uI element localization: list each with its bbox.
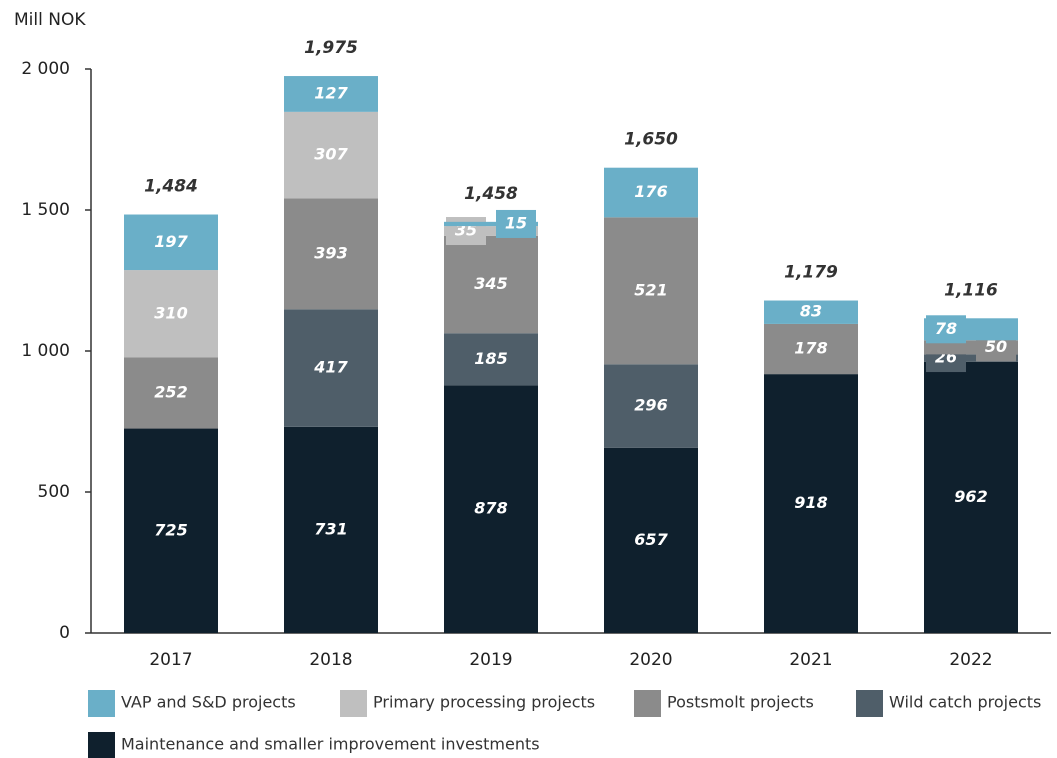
data-label: 657 [634,530,668,549]
bar-segment [284,309,378,427]
y-tick-label: 1 000 [21,341,70,361]
bar-segment [604,217,698,365]
total-label: 1,650 [624,130,678,150]
x-tick-label: 2022 [949,650,992,670]
bar-segment [124,214,218,271]
data-label: 725 [154,520,187,539]
data-label: 878 [474,499,507,518]
data-label: 185 [474,349,507,368]
label-box [926,315,966,344]
legend-swatch [340,690,367,717]
legend-swatch [88,690,115,717]
x-tick-label: 2017 [149,650,192,670]
bar-segment [284,76,378,112]
legend-label: Maintenance and smaller improvement inve… [121,735,540,754]
bar-segment [124,357,218,429]
bar-segment [924,361,1018,633]
bar-segment [444,226,538,236]
data-label: 307 [314,145,348,164]
legend-swatch [856,690,883,717]
bar-segment [444,221,538,227]
data-label: 393 [314,243,347,262]
x-tick-label: 2019 [469,650,512,670]
legend-label: Primary processing projects [373,693,595,712]
total-label: 1,179 [784,263,838,283]
y-axis-label: Mill NOK [14,10,86,30]
data-label: 296 [634,395,667,414]
data-label: 83 [800,302,822,321]
total-label: 1,116 [944,280,998,300]
bar-segment [284,111,378,199]
total-label: 1,484 [144,177,198,197]
y-tick-label: 1 500 [21,200,70,220]
bar-segment [604,167,698,218]
data-label: 78 [935,319,957,338]
data-label: 417 [313,358,348,377]
bar-segment [604,447,698,633]
y-tick-label: 2 000 [21,59,70,79]
data-label: 197 [154,232,188,251]
data-label: 962 [954,487,987,506]
data-label: 178 [794,339,827,358]
bar-segment [124,270,218,358]
bar-segment [444,235,538,334]
x-tick-label: 2020 [629,650,672,670]
legend-label: Postsmolt projects [667,693,814,712]
bar-segment [444,385,538,633]
data-label: 252 [154,383,187,402]
legend-swatch [88,732,115,758]
total-label: 1,458 [464,184,518,204]
legend-label: Wild catch projects [889,693,1041,712]
legend-label: VAP and S&D projects [121,693,296,712]
bar-segment [764,300,858,324]
label-box [496,209,536,238]
label-box [446,217,486,246]
data-label: 731 [314,519,347,538]
data-label: 127 [314,83,348,102]
total-label: 1,975 [304,38,358,58]
bar-segment [124,428,218,633]
data-label: 345 [474,274,507,293]
bar-segment [284,198,378,310]
bar-segment [764,374,858,633]
bar-segment [604,364,698,448]
x-tick-label: 2018 [309,650,352,670]
x-tick-label: 2021 [789,650,832,670]
data-label: 15 [505,213,527,232]
data-label: 521 [634,280,667,299]
data-label: 918 [794,493,827,512]
y-tick-label: 0 [59,623,70,643]
bar-segment [444,333,538,386]
data-label: 176 [634,182,667,201]
y-tick-label: 500 [38,482,70,502]
bar-segment [764,323,858,375]
data-label: 310 [154,303,187,322]
data-label: 50 [985,337,1007,356]
legend-swatch [634,690,661,717]
bar-segment [924,354,1018,362]
bar-segment [284,426,378,633]
